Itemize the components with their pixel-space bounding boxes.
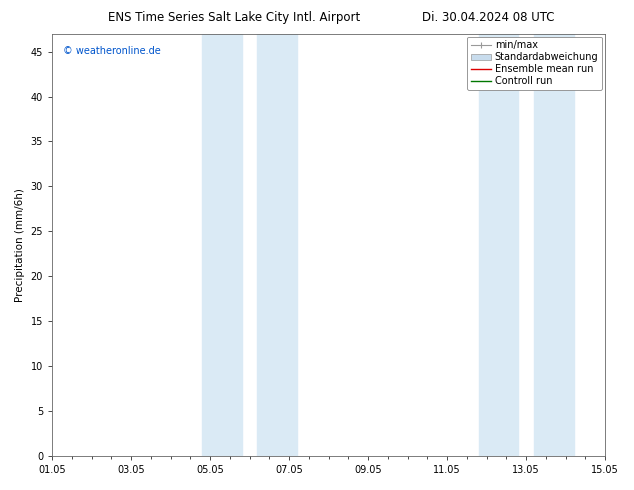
Bar <box>202 34 242 456</box>
Text: ENS Time Series Salt Lake City Intl. Airport: ENS Time Series Salt Lake City Intl. Air… <box>108 11 361 24</box>
Bar <box>479 34 518 456</box>
Text: © weatheronline.de: © weatheronline.de <box>63 46 161 56</box>
Bar <box>534 34 574 456</box>
Y-axis label: Precipitation (mm/6h): Precipitation (mm/6h) <box>15 188 25 302</box>
Legend: min/max, Standardabweichung, Ensemble mean run, Controll run: min/max, Standardabweichung, Ensemble me… <box>467 37 602 90</box>
Bar <box>257 34 297 456</box>
Text: Di. 30.04.2024 08 UTC: Di. 30.04.2024 08 UTC <box>422 11 554 24</box>
